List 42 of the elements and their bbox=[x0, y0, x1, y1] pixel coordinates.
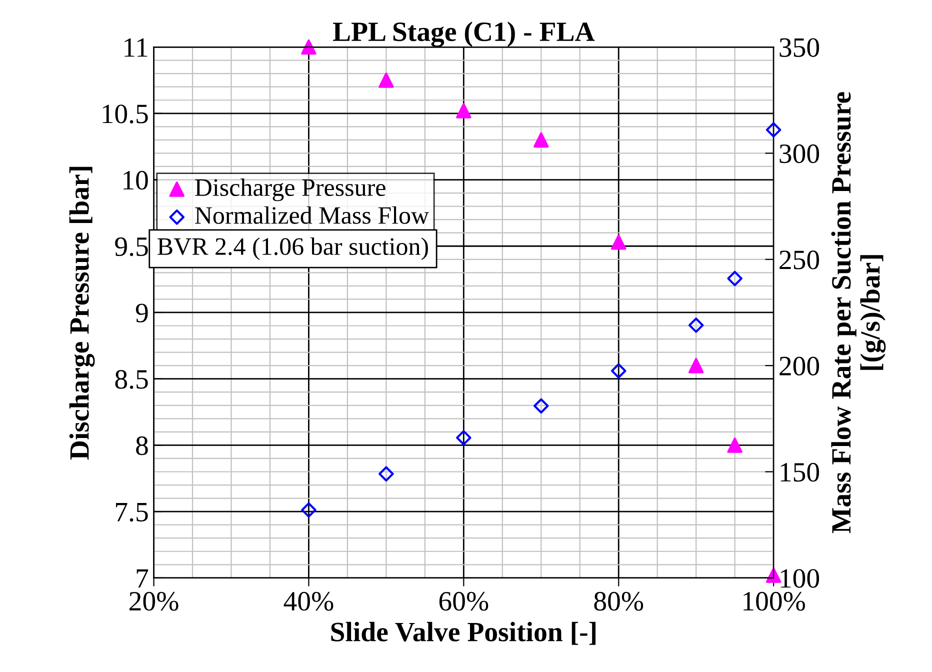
point bbox=[378, 72, 394, 88]
point bbox=[766, 122, 782, 138]
x-tick-label: 20% bbox=[130, 592, 178, 611]
y2-tick-label: 200 bbox=[780, 356, 820, 376]
y-tick-label: 10 bbox=[124, 170, 148, 190]
y-tick-label: 7 bbox=[136, 569, 148, 588]
point bbox=[301, 502, 316, 518]
y2-tick-label: 350 bbox=[780, 38, 820, 57]
y-tick-label: 11 bbox=[124, 38, 148, 57]
point bbox=[610, 363, 626, 379]
legend-label: Discharge Pressure bbox=[195, 178, 386, 202]
point bbox=[534, 132, 549, 148]
chart-title: LPL Stage (C1) - FLA bbox=[332, 22, 595, 48]
annotation: BVR 2.4 (1.06 bar suction) bbox=[158, 237, 428, 260]
point bbox=[688, 318, 704, 333]
y2-tick-label: 150 bbox=[780, 462, 820, 482]
y-axis-title: Discharge Pressure [bar] bbox=[69, 166, 95, 460]
point bbox=[301, 39, 316, 55]
point bbox=[727, 438, 742, 453]
y2-axis-title: Mass Flow Rate per Suction Pressure [(g/s)/bar] bbox=[831, 92, 886, 534]
point bbox=[688, 358, 704, 374]
point bbox=[534, 398, 549, 414]
point bbox=[727, 270, 742, 286]
x-tick-label: 80% bbox=[594, 592, 644, 611]
x-axis-title: Slide Valve Position [-] bbox=[331, 622, 596, 645]
x-tick-label: 100% bbox=[744, 592, 806, 611]
y-tick-label: 8 bbox=[136, 436, 148, 456]
point bbox=[610, 234, 626, 250]
y-tick-label: 7.5 bbox=[116, 503, 148, 522]
point bbox=[378, 466, 394, 482]
legend-label: Normalized Mass Flow bbox=[195, 206, 429, 224]
x-tick-label: 60% bbox=[439, 592, 488, 611]
y-tick-label: 9 bbox=[136, 304, 148, 322]
y2-tick-label: 300 bbox=[780, 144, 820, 164]
y-tick-label: 9.5 bbox=[115, 237, 148, 256]
x-tick-label: 40% bbox=[284, 592, 334, 611]
point bbox=[456, 103, 472, 118]
y2-tick-label: 250 bbox=[780, 250, 820, 270]
y2-tick-label: 100 bbox=[780, 569, 820, 588]
y-tick-label: 8.5 bbox=[115, 370, 148, 389]
point bbox=[456, 430, 472, 446]
y-tick-label: 10.5 bbox=[102, 104, 148, 124]
